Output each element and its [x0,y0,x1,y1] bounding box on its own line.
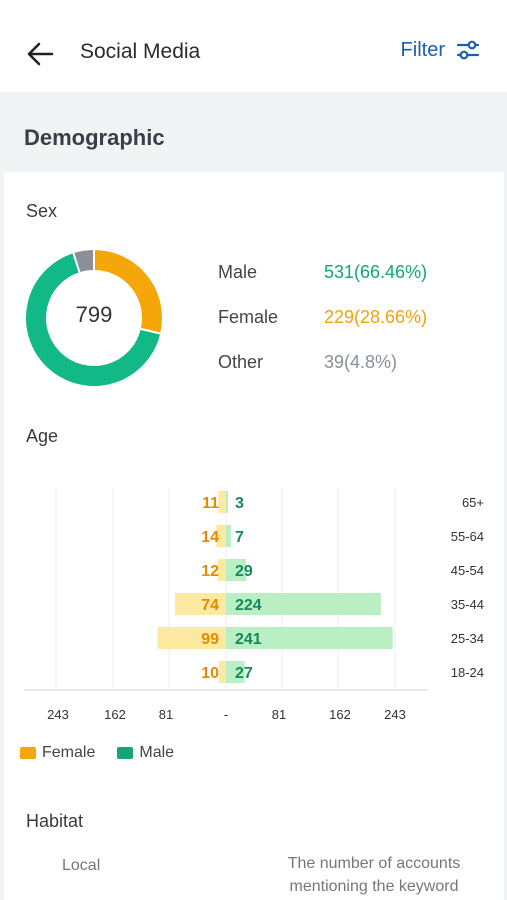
filter-label: Filter [400,38,445,61]
category-label-65+: 65+ [462,495,484,510]
female-swatch [20,747,36,759]
bar-male-45-54 [226,559,247,581]
label-male-55-64: 7 [235,529,244,546]
legend-item-male[interactable]: Male [117,744,174,762]
category-label-25-34: 25-34 [451,631,484,646]
bar-male-18-24 [226,661,245,683]
column-header-local: Local [62,857,101,874]
label-female-65+: 11 [202,495,219,512]
x-tick-2: 81 [159,707,173,722]
bar-female-25-34 [157,627,226,649]
app-header: Social Media Filter [0,0,507,92]
label-male-18-24: 27 [235,665,253,682]
legend-value-male: 531(66.46%) [324,262,428,282]
label-female-25-34: 99 [201,631,219,648]
column-header-accounts: The number of accounts mentioning the ke… [268,852,480,898]
legend-name-other: Other [218,352,264,372]
donut-slice-other [71,248,95,275]
page-title: Social Media [80,40,201,63]
filter-sliders-icon [456,40,480,60]
x-tick-4: 81 [272,707,286,722]
label-male-45-54: 29 [235,563,253,580]
legend-value-female: 229(28.66%) [324,307,428,327]
x-tick-6: 243 [384,707,406,722]
bar-male-55-64 [226,525,231,547]
label-male-35-44: 224 [235,597,262,614]
label-female-35-44: 74 [201,597,219,614]
bar-male-65+ [226,491,229,513]
donut-slice-male [24,250,163,388]
bar-male-35-44 [226,593,381,615]
legend-label-female: Female [42,744,96,761]
x-tick-1: 162 [104,707,126,722]
age-label: Age [26,426,59,446]
label-male-25-34: 241 [235,631,262,648]
male-swatch [117,747,134,759]
demographic-card [4,172,504,900]
bar-female-18-24 [219,661,226,683]
legend-item-female[interactable]: Female [20,744,95,762]
legend-name-female: Female [218,307,279,327]
sex-donut-chart [24,248,164,388]
column-header-accounts-line2: mentioning the keyword [289,878,459,895]
label-male-65+: 3 [235,495,244,512]
bar-female-65+ [218,491,226,513]
legend-value-other: 39(4.8%) [324,352,398,372]
donut-total: 799 [75,302,113,327]
category-label-45-54: 45-54 [451,563,484,578]
age-chart-legend: Female Male [20,744,196,762]
back-arrow-icon[interactable] [24,38,56,70]
sex-label: Sex [26,201,58,221]
bar-female-55-64 [216,525,226,547]
label-female-45-54: 12 [201,563,219,580]
legend-label-male: Male [139,744,175,761]
section-title-demographic: Demographic [24,125,165,150]
category-label-55-64: 55-64 [451,529,484,544]
x-tick-3: - [224,707,228,722]
x-tick-0: 243 [47,707,69,722]
bar-female-35-44 [174,593,226,615]
bar-female-45-54 [217,559,226,581]
bar-male-25-34 [226,627,393,649]
legend-name-male: Male [218,262,258,282]
label-female-18-24: 10 [201,665,219,682]
column-header-accounts-line1: The number of accounts [287,855,461,872]
label-female-55-64: 14 [201,529,219,546]
category-label-18-24: 18-24 [451,665,484,680]
x-tick-5: 162 [329,707,351,722]
category-label-35-44: 35-44 [451,597,484,612]
filter-button[interactable]: Filter [401,38,481,62]
habitat-label: Habitat [26,811,84,831]
age-bar-chart: 11 3 65+ 14 7 55-64 12 29 45-54 74 224 35-44 99 241 25… [24,488,484,722]
